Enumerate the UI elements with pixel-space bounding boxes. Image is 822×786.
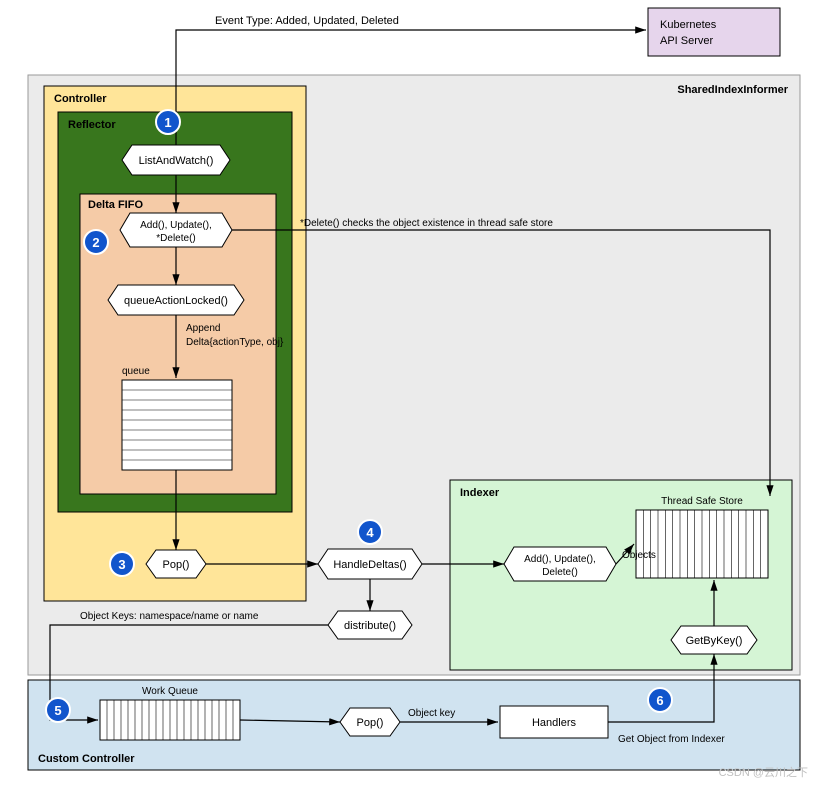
svg-text:Get Object from Indexer: Get Object from Indexer — [618, 734, 725, 745]
svg-text:Handlers: Handlers — [532, 717, 577, 729]
svg-text:Kubernetes: Kubernetes — [660, 19, 717, 31]
work-queue — [100, 700, 240, 740]
svg-text:6: 6 — [656, 693, 663, 708]
svg-text:2: 2 — [92, 235, 99, 250]
svg-text:GetByKey(): GetByKey() — [686, 635, 743, 647]
svg-text:Delta{actionType, obj}: Delta{actionType, obj} — [186, 337, 284, 348]
api-server-box — [648, 8, 780, 56]
svg-text:Pop(): Pop() — [357, 717, 384, 729]
svg-text:*Delete() checks the object ex: *Delete() checks the object existence in… — [300, 218, 553, 229]
svg-text:5: 5 — [54, 703, 61, 718]
svg-text:Work Queue: Work Queue — [142, 686, 198, 697]
svg-text:Controller: Controller — [54, 93, 107, 105]
svg-text:Objects: Objects — [622, 550, 656, 561]
svg-text:ListAndWatch(): ListAndWatch() — [139, 155, 214, 167]
svg-text:Custom Controller: Custom Controller — [38, 753, 135, 765]
svg-text:Object key: Object key — [408, 708, 455, 719]
svg-text:Pop(): Pop() — [163, 559, 190, 571]
svg-text:Indexer: Indexer — [460, 487, 500, 499]
svg-text:queue: queue — [122, 366, 150, 377]
svg-text:Delta FIFO: Delta FIFO — [88, 199, 143, 211]
svg-text:API Server: API Server — [660, 35, 714, 47]
svg-text:queueActionLocked(): queueActionLocked() — [124, 295, 228, 307]
svg-text:Add(), Update(),: Add(), Update(), — [140, 220, 212, 231]
svg-text:*Delete(): *Delete() — [156, 233, 195, 244]
svg-text:Add(), Update(),: Add(), Update(), — [524, 554, 596, 565]
svg-text:distribute(): distribute() — [344, 620, 396, 632]
svg-text:Delete(): Delete() — [542, 567, 578, 578]
svg-text:SharedIndexInformer: SharedIndexInformer — [677, 84, 788, 96]
svg-text:Reflector: Reflector — [68, 119, 116, 131]
svg-text:3: 3 — [118, 557, 125, 572]
delta-queue — [122, 380, 232, 470]
thread-safe-store — [636, 510, 768, 578]
svg-text:Event Type: Added, Updated, De: Event Type: Added, Updated, Deleted — [215, 15, 399, 27]
svg-text:Thread Safe Store: Thread Safe Store — [661, 496, 743, 507]
watermark: CSDN @云川之下 — [719, 765, 808, 779]
svg-text:4: 4 — [366, 525, 374, 540]
svg-text:1: 1 — [164, 115, 171, 130]
svg-text:Object Keys: namespace/name or: Object Keys: namespace/name or name — [80, 611, 259, 622]
svg-text:HandleDeltas(): HandleDeltas() — [333, 559, 406, 571]
svg-text:Append: Append — [186, 323, 220, 334]
